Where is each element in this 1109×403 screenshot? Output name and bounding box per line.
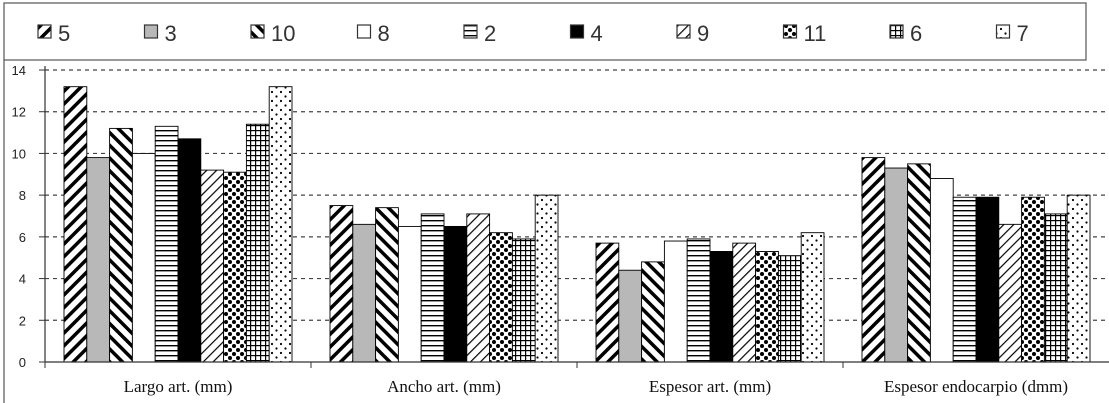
- bar-series-8-4: [929, 178, 954, 363]
- legend: 5 3 10 8 2 4 9 11 6 7: [37, 21, 1029, 46]
- bar-series-4-2: [443, 225, 468, 363]
- bar-series-9-4: [998, 223, 1023, 363]
- legend-swatch-2: [463, 24, 478, 39]
- bar-series-2-2: [420, 213, 445, 363]
- bar-series-9-2: [466, 213, 491, 363]
- y-tick-label: 0: [19, 355, 26, 370]
- legend-label-2: 2: [484, 21, 496, 46]
- bar-series-7-4: [1066, 194, 1091, 363]
- bar-series-8-1: [131, 152, 156, 363]
- bar-series-6-3: [777, 255, 802, 363]
- bar-series-9-3: [732, 242, 757, 363]
- legend-swatch-11: [782, 24, 798, 39]
- y-tick-label: 14: [12, 63, 26, 78]
- bar-series-10-1: [109, 127, 133, 363]
- legend-label-4: 4: [591, 21, 603, 46]
- bar-series-4-4: [975, 196, 1000, 363]
- category-label: Espesor art. (mm): [649, 377, 771, 396]
- bar-series-6-2: [511, 238, 536, 363]
- bar-series-9-1: [200, 169, 225, 363]
- category-label: Largo art. (mm): [124, 377, 233, 396]
- bar-series-3-4: [884, 167, 909, 363]
- bar-series-11-1: [223, 171, 247, 363]
- bar-series-5-3: [595, 242, 620, 363]
- legend-label-10: 10: [271, 21, 295, 46]
- bar-series-8-3: [663, 240, 688, 363]
- legend-frame: [3, 2, 1087, 61]
- bar-series-6-4: [1043, 213, 1068, 363]
- legend-swatch-5: [37, 24, 52, 39]
- y-tick-label: 6: [19, 230, 26, 245]
- legend-swatch-10: [250, 24, 265, 39]
- bar-series-5-4: [861, 157, 886, 363]
- bar-series-10-2: [375, 207, 399, 363]
- legend-label-9: 9: [697, 21, 709, 46]
- legend-label-7: 7: [1017, 21, 1029, 46]
- bar-series-6-1: [245, 123, 270, 363]
- bar-series-8-2: [397, 225, 422, 363]
- bar-series-7-2: [534, 194, 559, 363]
- bar-series-10-4: [907, 163, 931, 363]
- legend-swatch-7: [995, 24, 1011, 39]
- category-label: Ancho art. (mm): [387, 377, 501, 396]
- bar-series-11-3: [755, 251, 779, 363]
- x-axis: Largo art. (mm) Ancho art. (mm) Espesor ar…: [44, 361, 1109, 396]
- legend-swatch-8: [356, 24, 372, 39]
- y-tick-label: 4: [19, 272, 26, 287]
- category-label: Espesor endocarpio (dmm): [884, 377, 1068, 396]
- y-axis: 0 2 4 6 8 10 12 14: [12, 63, 46, 370]
- legend-swatch-6: [889, 24, 904, 39]
- y-tick-label: 8: [19, 188, 26, 203]
- legend-label-3: 3: [165, 21, 177, 46]
- legend-label-11: 11: [804, 21, 827, 46]
- y-tick-label: 10: [12, 146, 26, 161]
- bar-series-4-1: [177, 138, 202, 363]
- legend-swatch-9: [676, 24, 691, 39]
- legend-label-8: 8: [378, 21, 390, 46]
- bar-series-2-3: [686, 238, 711, 363]
- bar-series-11-4: [1021, 196, 1045, 363]
- bar-series-3-2: [352, 223, 377, 363]
- bar-series-7-1: [268, 86, 293, 363]
- legend-swatch-3: [143, 24, 159, 39]
- bar-series-7-3: [800, 232, 825, 363]
- legend-label-6: 6: [910, 21, 922, 46]
- bar-series-3-1: [86, 157, 111, 363]
- bar-series-10-3: [641, 261, 665, 363]
- bar-series-2-4: [952, 196, 977, 363]
- legend-swatch-4: [569, 24, 585, 39]
- y-tick-label: 2: [19, 313, 26, 328]
- bar-series-11-2: [489, 232, 513, 363]
- bar-series-2-1: [154, 125, 179, 363]
- y-tick-label: 12: [12, 105, 26, 120]
- bar-series-5-1: [63, 86, 88, 363]
- bar-series-4-3: [709, 251, 734, 363]
- bar-series-5-2: [329, 205, 354, 363]
- bar-series-3-3: [618, 269, 643, 363]
- legend-label-5: 5: [58, 21, 70, 46]
